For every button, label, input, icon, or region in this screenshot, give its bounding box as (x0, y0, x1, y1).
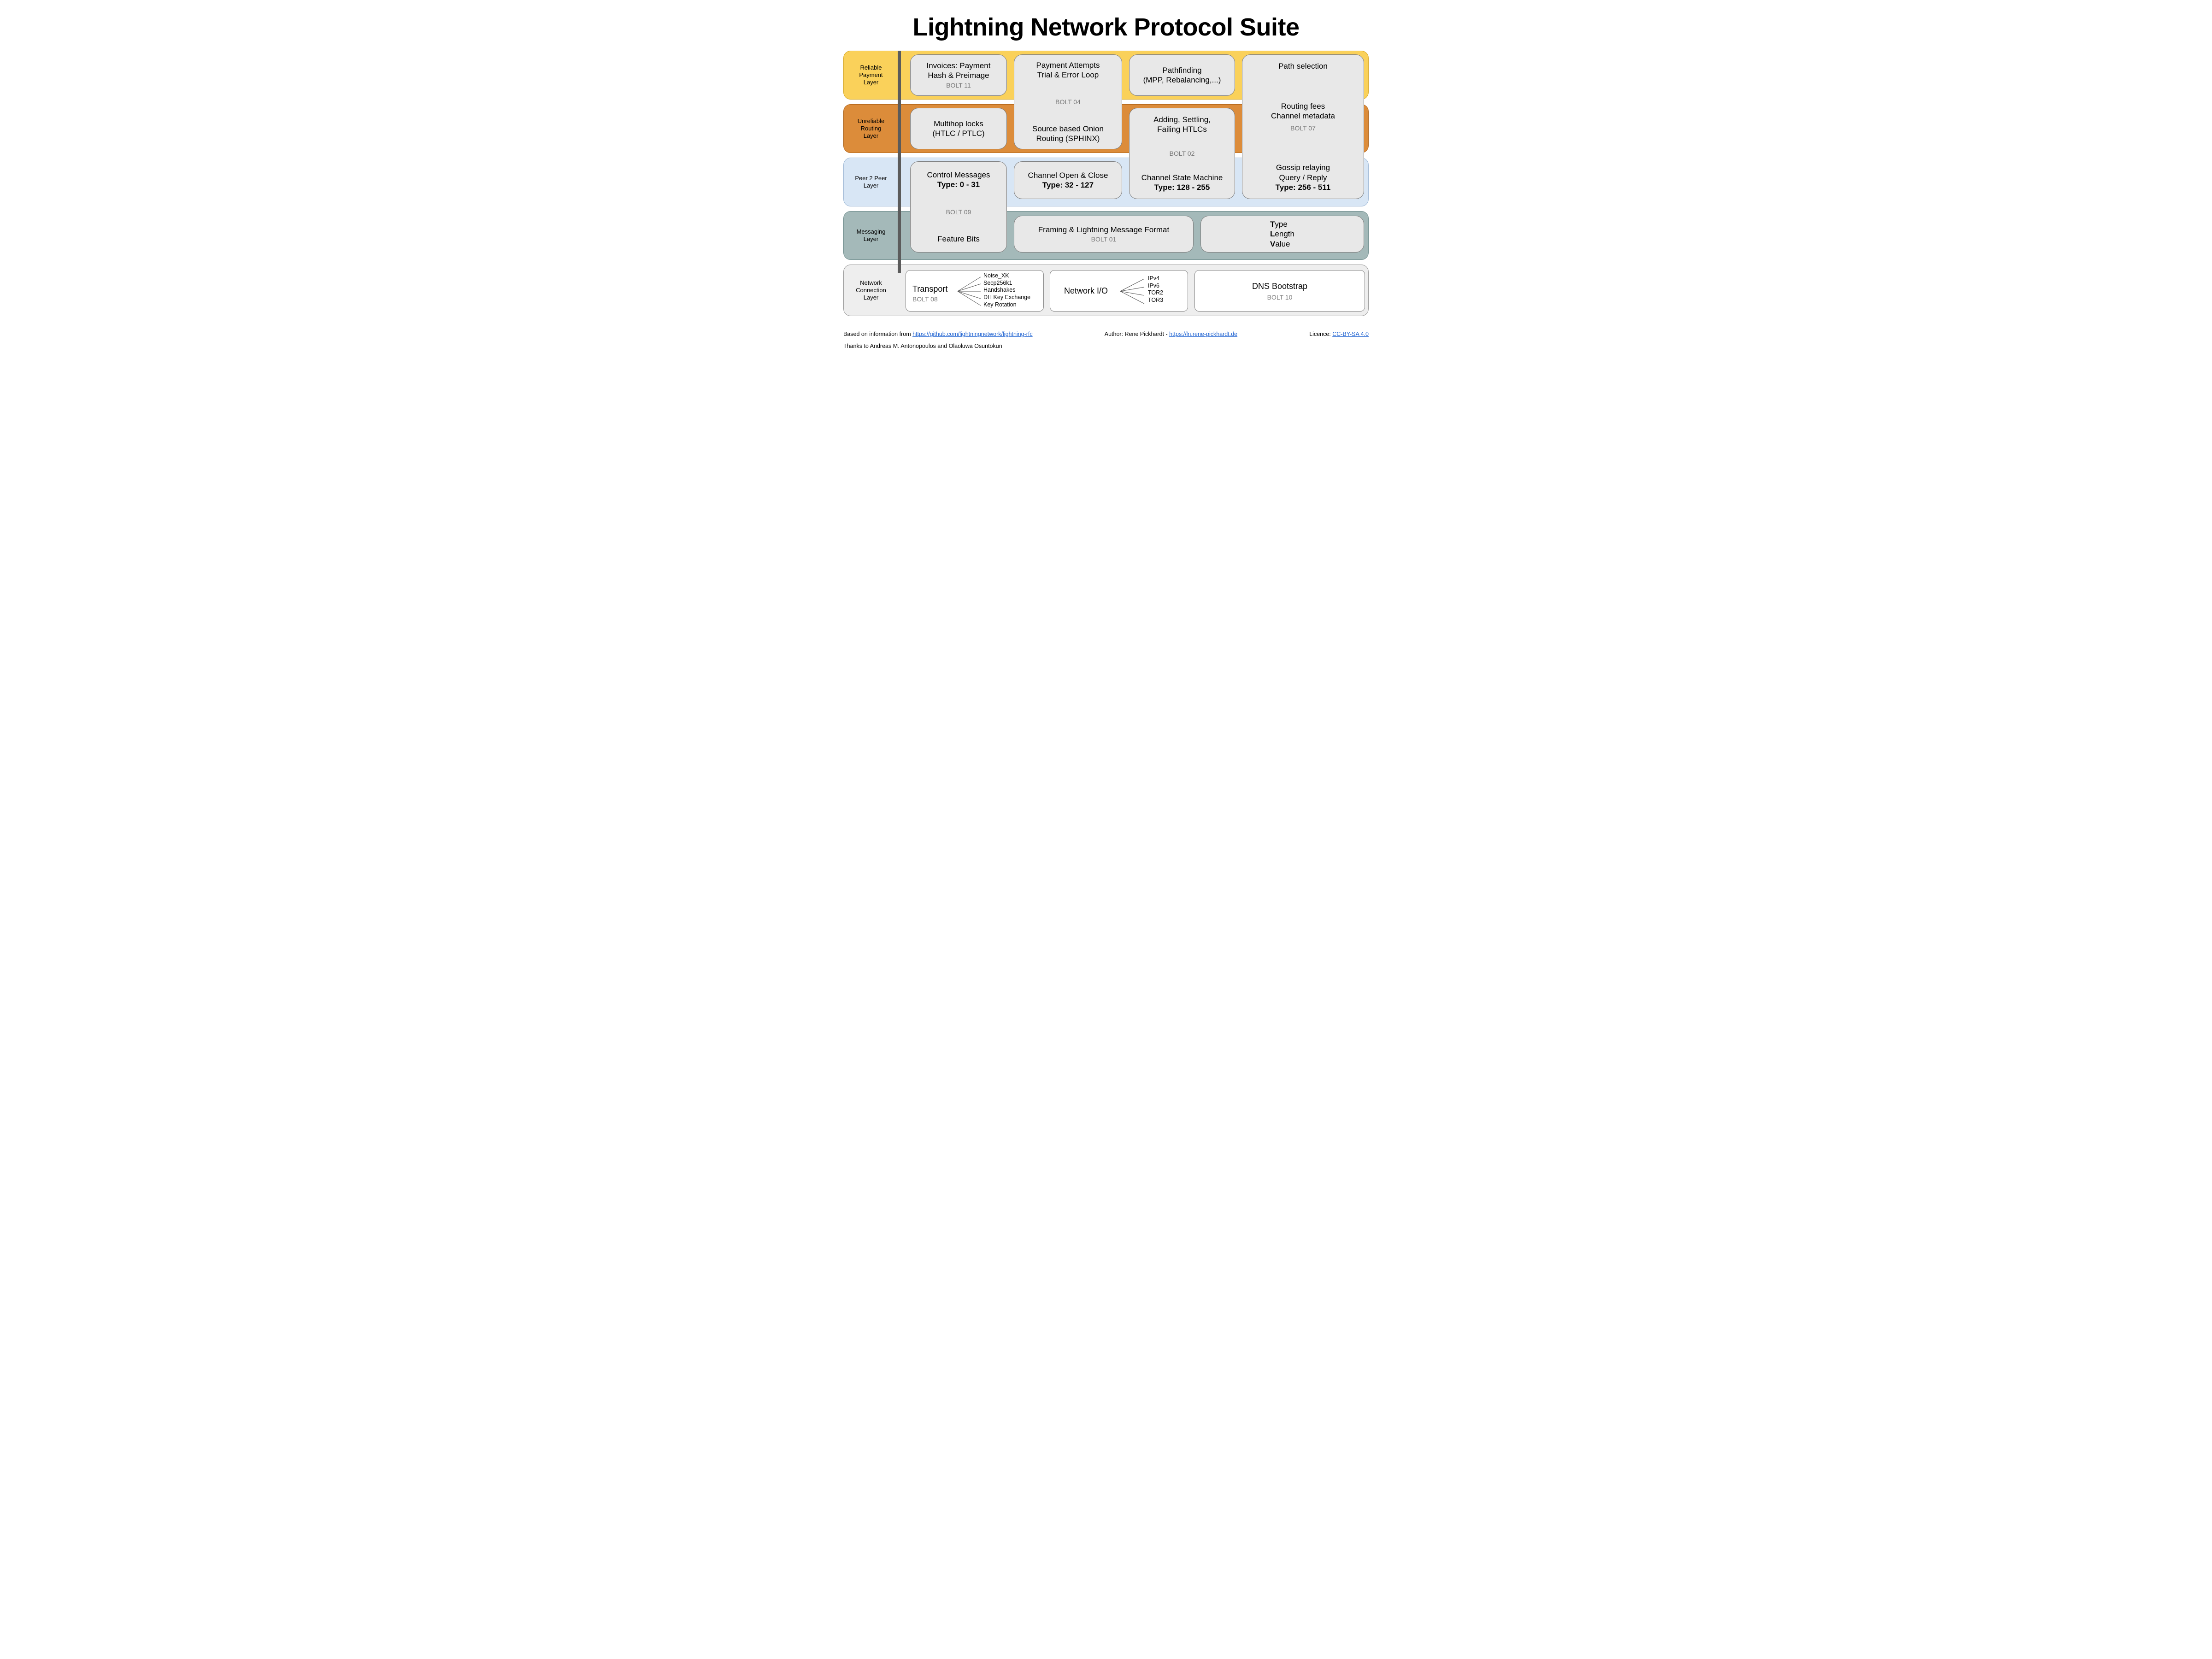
text: Routing fees (1271, 101, 1335, 111)
fan-lines-icon (1120, 277, 1149, 306)
box-payment-attempts-onion: Payment Attempts Trial & Error Loop BOLT… (1014, 54, 1122, 149)
box-pathfinding: Pathfinding (MPP, Rebalancing,...) (1129, 54, 1235, 96)
transport-items: Noise_XKSecp256k1HandshakesDH Key Exchan… (983, 272, 1030, 308)
fan-lines-icon (958, 275, 985, 307)
text: Routing (SPHINX) (1032, 134, 1104, 143)
text: Invoices: Payment (927, 61, 991, 71)
box-framing: Framing & Lightning Message Format BOLT … (1014, 216, 1194, 253)
tlv-l: Length (1270, 229, 1294, 239)
text: Path selection (1278, 61, 1328, 71)
vertical-rule (898, 51, 901, 273)
text: (MPP, Rebalancing,...) (1143, 75, 1221, 85)
page-title: Lightning Network Protocol Suite (843, 13, 1369, 41)
text: (HTLC / PTLC) (932, 129, 984, 138)
text: Channel State Machine (1141, 173, 1223, 182)
netio-items: IPv4IPv6TOR2TOR3 (1148, 275, 1163, 304)
text: Transport (912, 284, 947, 294)
bolt-ref: BOLT 02 (1170, 150, 1195, 158)
box-multihop: Multihop locks (HTLC / PTLC) (910, 108, 1007, 149)
text: Network I/O (1064, 286, 1108, 296)
box-control-feature: Control Messages Type: 0 - 31 BOLT 09 Fe… (910, 161, 1007, 253)
bolt-ref: BOLT 07 (1271, 124, 1335, 133)
source-link[interactable]: https://github.com/lightningnetwork/ligh… (912, 331, 1033, 337)
bolt-ref: BOLT 04 (1055, 98, 1081, 106)
text: Hash & Preimage (928, 71, 989, 80)
layer-label-messaging: MessagingLayer (844, 212, 898, 259)
text: Multihop locks (934, 119, 983, 129)
text: Framing & Lightning Message Format (1038, 225, 1169, 235)
box-invoices: Invoices: Payment Hash & Preimage BOLT 1… (910, 54, 1007, 96)
bolt-ref: BOLT 08 (912, 295, 938, 303)
layer-label-payment: ReliablePaymentLayer (844, 51, 898, 99)
footer: Based on information from https://github… (843, 331, 1369, 337)
text: Adding, Settling, (1153, 115, 1211, 124)
box-transport: Transport BOLT 08 Noise_XKSecp256k1Hands… (906, 270, 1044, 312)
bolt-ref: BOLT 01 (1091, 235, 1117, 244)
bolt-ref: BOLT 11 (946, 82, 971, 90)
tlv-v: Value (1270, 239, 1294, 249)
text: Failing HTLCs (1153, 124, 1211, 134)
box-htlc-state: Adding, Settling, Failing HTLCs BOLT 02 … (1129, 108, 1235, 199)
type-range: Type: 128 - 255 (1141, 182, 1223, 192)
text: Gossip relaying (1276, 163, 1331, 172)
layer-stack: ReliablePaymentLayer UnreliableRoutingLa… (843, 51, 1369, 327)
text: Source based Onion (1032, 124, 1104, 134)
layer-label-p2p: Peer 2 PeerLayer (844, 158, 898, 206)
text: Control Messages (927, 170, 990, 180)
text: Feature Bits (937, 234, 980, 244)
type-range: Type: 256 - 511 (1276, 182, 1331, 192)
type-range: Type: 32 - 127 (1042, 180, 1094, 190)
box-path-gossip: Path selection Routing fees Channel meta… (1242, 54, 1364, 199)
footer-right: Licence: CC-BY-SA 4.0 (1309, 331, 1369, 337)
bolt-ref: BOLT 09 (946, 208, 971, 217)
text: Trial & Error Loop (1036, 70, 1100, 80)
box-tlv: Type Length Value (1200, 216, 1364, 253)
author-link[interactable]: https://ln.rene-pickhardt.de (1169, 331, 1237, 337)
footer-mid: Author: Rene Pickhardt - https://ln.rene… (1105, 331, 1237, 337)
text: Payment Attempts (1036, 60, 1100, 70)
box-dns-bootstrap: DNS Bootstrap BOLT 10 (1194, 270, 1365, 312)
footer-left: Based on information from https://github… (843, 331, 1033, 337)
layer-label-routing: UnreliableRoutingLayer (844, 105, 898, 153)
text: Channel metadata (1271, 111, 1335, 121)
box-channel-open: Channel Open & Close Type: 32 - 127 (1014, 161, 1122, 199)
text: Query / Reply (1276, 173, 1331, 182)
layer-label-network: NetworkConnectionLayer (844, 265, 898, 316)
box-network-io: Network I/O IPv4IPv6TOR2TOR3 (1050, 270, 1188, 312)
licence-link[interactable]: CC-BY-SA 4.0 (1332, 331, 1369, 337)
footer-thanks: Thanks to Andreas M. Antonopoulos and Ol… (843, 343, 1369, 349)
text: Channel Open & Close (1028, 171, 1108, 180)
text: DNS Bootstrap (1195, 282, 1365, 291)
tlv-t: Type (1270, 219, 1294, 229)
text: Pathfinding (1162, 65, 1201, 75)
type-range: Type: 0 - 31 (927, 180, 990, 189)
bolt-ref: BOLT 10 (1195, 294, 1365, 301)
